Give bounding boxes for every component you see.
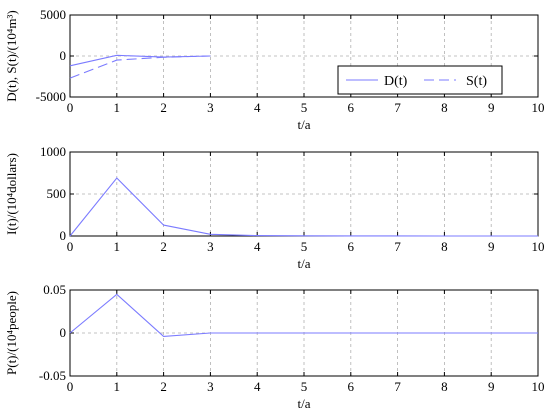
x-tick-label: 6 — [348, 379, 355, 394]
y-tick-label: 0 — [60, 48, 67, 63]
x-tick-label: 5 — [301, 239, 308, 254]
y-tick-label: 5000 — [40, 7, 66, 22]
x-tick-label: 9 — [488, 379, 495, 394]
x-tick-label: 1 — [114, 239, 121, 254]
x-tick-label: 5 — [301, 100, 308, 115]
x-tick-label: 10 — [532, 100, 545, 115]
y-axis-label: P(t)/(10⁴people) — [4, 291, 19, 375]
x-tick-label: 7 — [394, 379, 401, 394]
x-tick-label: 8 — [441, 100, 448, 115]
y-tick-label: 0.05 — [43, 282, 66, 297]
x-tick-label: 9 — [488, 239, 495, 254]
x-tick-label: 5 — [301, 379, 308, 394]
x-tick-label: 4 — [254, 239, 261, 254]
y-tick-label: -0.05 — [39, 368, 66, 383]
x-tick-label: 4 — [254, 379, 261, 394]
chart-panel-3: 0 1 2 3 4 5 6 7 8 9 10-0.0500.05t/aP(t)/(10⁴people… — [4, 282, 545, 411]
x-tick-label: 7 — [394, 100, 401, 115]
legend-entry: D(t) — [384, 74, 408, 89]
x-tick-label: 1 — [114, 379, 121, 394]
x-axis-label: t/a — [298, 396, 311, 411]
x-tick-label: 3 — [207, 239, 214, 254]
x-tick-label: 6 — [348, 100, 355, 115]
x-tick-label: 6 — [348, 239, 355, 254]
series-line-1 — [69, 293, 538, 338]
x-tick-label: 0 — [67, 239, 74, 254]
x-tick-label: 0 — [67, 100, 74, 115]
y-tick-label: 1000 — [40, 144, 66, 159]
chart-panel-2: 0 1 2 3 4 5 6 7 8 9 10 0 500 1000 t/a I(t)/(10⁴dollars) — [4, 144, 545, 271]
x-tick-label: 2 — [160, 239, 167, 254]
y-axis-label: I(t)/(10⁴dollars) — [4, 153, 19, 235]
x-tick-label: 2 — [160, 379, 167, 394]
x-tick-label: 8 — [441, 239, 448, 254]
y-tick-label: 0 — [60, 325, 67, 340]
x-tick-label: 8 — [441, 379, 448, 394]
x-tick-label: 10 — [532, 379, 545, 394]
series-line-1 — [69, 177, 538, 237]
x-axis-label: t/a — [298, 256, 311, 271]
series-line-2 — [69, 55, 211, 79]
x-tick-label: 4 — [254, 100, 261, 115]
y-tick-label: 0 — [60, 228, 67, 243]
y-tick-label: 500 — [47, 186, 67, 201]
x-tick-label: 0 — [67, 379, 74, 394]
y-tick-label: -5000 — [36, 89, 66, 104]
legend-entry: S(t) — [466, 74, 487, 89]
x-tick-label: 1 — [114, 100, 121, 115]
x-axis-label: t/a — [298, 117, 311, 132]
x-tick-label: 3 — [207, 100, 214, 115]
x-tick-label: 3 — [207, 379, 214, 394]
x-tick-label: 7 — [394, 239, 401, 254]
y-axis-label: D(t), S(t)/(10⁴m³) — [4, 10, 19, 101]
x-tick-label: 10 — [532, 239, 545, 254]
legend: D(t) S(t) — [337, 65, 503, 95]
x-tick-label: 9 — [488, 100, 495, 115]
x-tick-label: 2 — [160, 100, 167, 115]
